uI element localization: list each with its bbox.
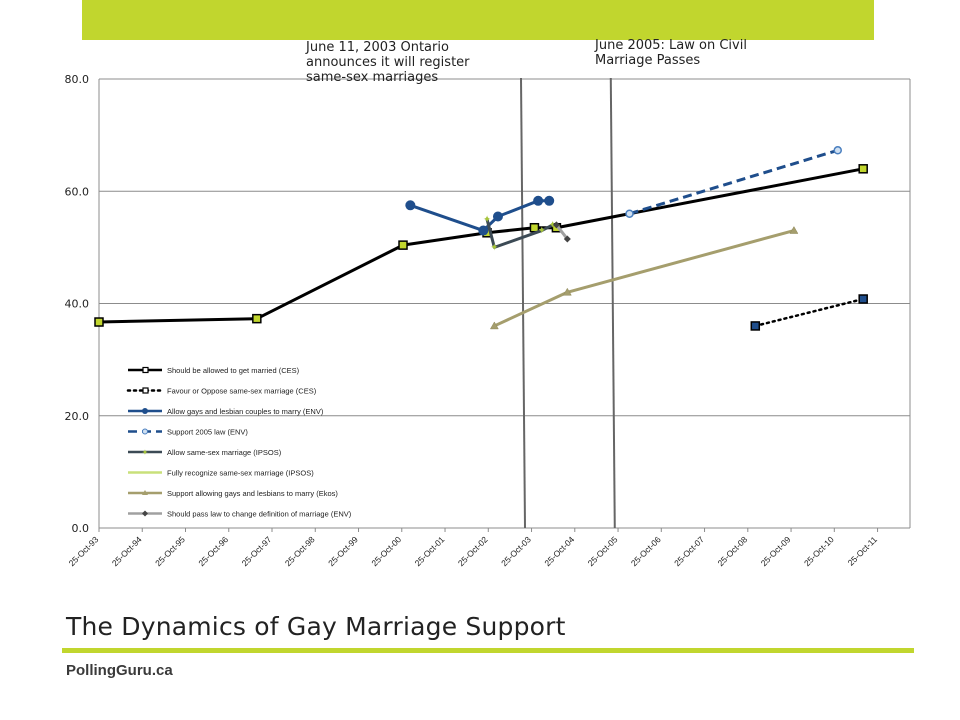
annotation-ontario: June 11, 2003 Ontario announces it will …	[306, 40, 470, 85]
data-point: ✦	[483, 214, 491, 225]
data-point	[750, 321, 761, 331]
legend-label: Favour or Oppose same-sex marriage (CES)	[167, 387, 317, 396]
legend-label: Fully recognize same-sex marriage (IPSOS…	[167, 469, 314, 478]
data-point	[252, 313, 262, 324]
x-tick-label: 25-Oct-96	[196, 534, 230, 568]
data-point	[533, 195, 544, 206]
x-tick-label: 25-Oct-04	[542, 534, 576, 568]
data-point	[492, 211, 503, 222]
x-tick-label: 25-Oct-98	[283, 534, 317, 568]
data-point	[398, 240, 408, 250]
legend-label: Support 2005 law (ENV)	[167, 428, 248, 437]
data-point: ✦	[548, 220, 556, 231]
annotation-vertical-line	[609, 77, 616, 529]
x-tick-label: 25-Oct-02	[456, 534, 490, 568]
data-point	[563, 235, 571, 243]
y-tick-label: 0.0	[72, 522, 90, 535]
data-point	[858, 294, 868, 304]
x-tick-label: 25-Oct-11	[846, 534, 880, 568]
slide-title: The Dynamics of Gay Marriage Support	[66, 612, 566, 641]
x-tick-label: 25-Oct-03	[499, 534, 533, 568]
x-tick-label: 25-Oct-99	[326, 534, 360, 568]
x-tick-label: 25-Oct-01	[413, 534, 447, 568]
series-line	[485, 218, 554, 249]
legend-marker: ✦	[142, 448, 149, 457]
data-point	[405, 200, 416, 211]
data-point	[489, 321, 499, 330]
data-point	[858, 164, 868, 174]
legend-label: Should be allowed to get married (CES)	[167, 366, 300, 375]
x-tick-label: 25-Oct-95	[153, 534, 187, 568]
x-tick-label: 25-Oct-93	[67, 534, 101, 568]
bottom-accent-rule	[62, 648, 914, 653]
x-tick-label: 25-Oct-06	[629, 534, 663, 568]
series-line	[555, 224, 569, 240]
legend-label: Support allowing gays and lesbians to ma…	[167, 489, 338, 498]
x-tick-label: 25-Oct-08	[715, 534, 749, 568]
annotation-civil-marriage-law: June 2005: Law on Civil Marriage Passes	[595, 38, 747, 68]
series-line	[629, 148, 839, 216]
legend-marker	[142, 490, 148, 495]
data-point	[94, 317, 104, 327]
x-tick-label: 25-Oct-10	[802, 534, 836, 568]
y-tick-label: 40.0	[65, 298, 90, 311]
brand-label: PollingGuru.ca	[66, 662, 173, 679]
top-accent-bar	[82, 0, 874, 40]
x-tick-label: 25-Oct-05	[586, 534, 620, 568]
legend-marker	[142, 510, 148, 517]
legend-marker	[142, 428, 148, 435]
data-point: ✦	[538, 226, 546, 237]
data-point: ✦	[490, 242, 498, 253]
y-tick-label: 60.0	[65, 185, 90, 198]
series-line	[754, 297, 865, 328]
x-tick-label: 25-Oct-94	[110, 534, 144, 568]
x-tick-label: 25-Oct-09	[759, 534, 793, 568]
x-tick-label: 25-Oct-97	[240, 534, 274, 568]
data-point	[552, 221, 560, 229]
series-line	[98, 167, 864, 324]
legend-marker	[142, 408, 148, 414]
legend-marker	[142, 387, 149, 394]
data-point	[789, 226, 799, 234]
data-point	[562, 287, 572, 296]
x-tick-label: 25-Oct-00	[369, 534, 403, 568]
y-tick-label: 20.0	[65, 410, 90, 423]
x-tick-label: 25-Oct-07	[672, 534, 706, 568]
data-point	[625, 209, 634, 218]
data-point	[833, 146, 842, 155]
series-line	[409, 199, 550, 233]
legend-marker	[142, 366, 149, 374]
series-line	[493, 229, 795, 328]
y-tick-label: 80.0	[65, 73, 90, 86]
data-point	[544, 195, 555, 206]
annotation-vertical-line	[520, 77, 527, 529]
data-point	[478, 225, 489, 236]
legend-label: Should pass law to change definition of …	[167, 510, 352, 519]
legend-label: Allow gays and lesbian couples to marry …	[167, 407, 324, 416]
legend-label: Allow same-sex marriage (IPSOS)	[167, 448, 282, 457]
